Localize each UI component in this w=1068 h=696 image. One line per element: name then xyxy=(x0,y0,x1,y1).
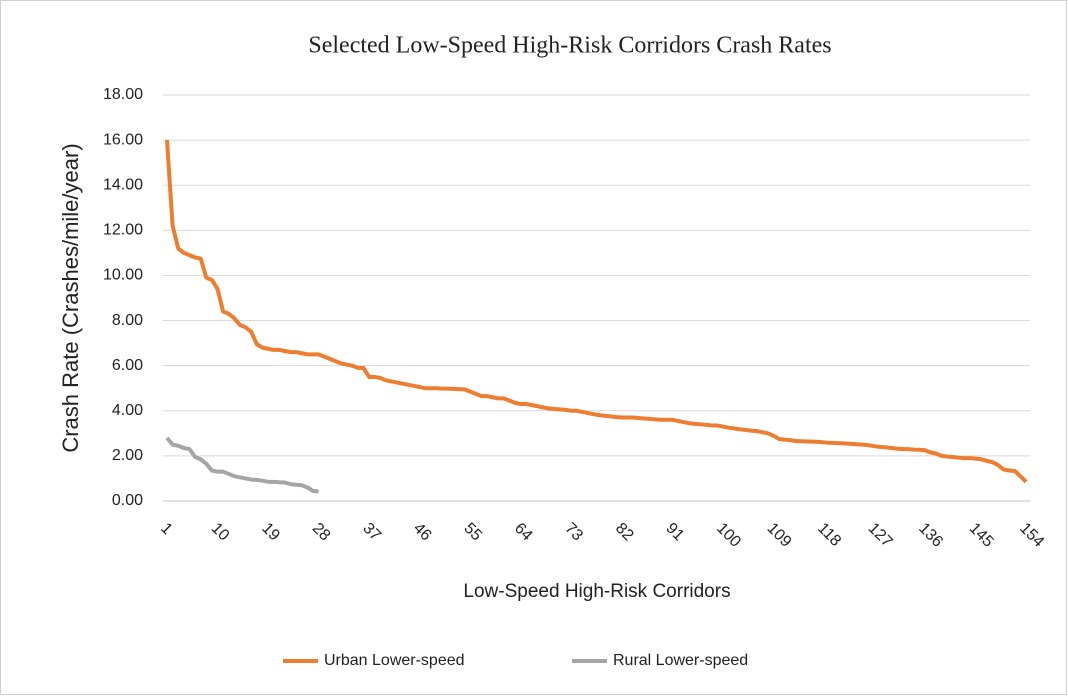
y-axis-label: Crash Rate (Crashes/mile/year) xyxy=(58,143,83,452)
y-tick-label: 2.00 xyxy=(112,447,143,464)
y-tick-label: 14.00 xyxy=(103,176,143,193)
legend-label: Urban Lower-speed xyxy=(324,652,465,669)
y-tick-label: 10.00 xyxy=(103,267,143,284)
legend-label: Rural Lower-speed xyxy=(613,652,748,669)
y-tick-label: 18.00 xyxy=(103,86,143,103)
x-axis-label: Low-Speed High-Risk Corridors xyxy=(463,581,730,602)
series-line xyxy=(165,139,1028,484)
y-tick-label: 16.00 xyxy=(103,131,143,148)
y-tick-label: 12.00 xyxy=(103,222,143,239)
y-tick-label: 8.00 xyxy=(112,312,143,329)
y-tick-label: 0.00 xyxy=(112,492,143,509)
y-tick-label: 6.00 xyxy=(112,357,143,374)
series-line xyxy=(165,436,319,494)
y-tick-label: 4.00 xyxy=(112,402,143,419)
chart-title: Selected Low-Speed High-Risk Corridors C… xyxy=(308,33,831,59)
